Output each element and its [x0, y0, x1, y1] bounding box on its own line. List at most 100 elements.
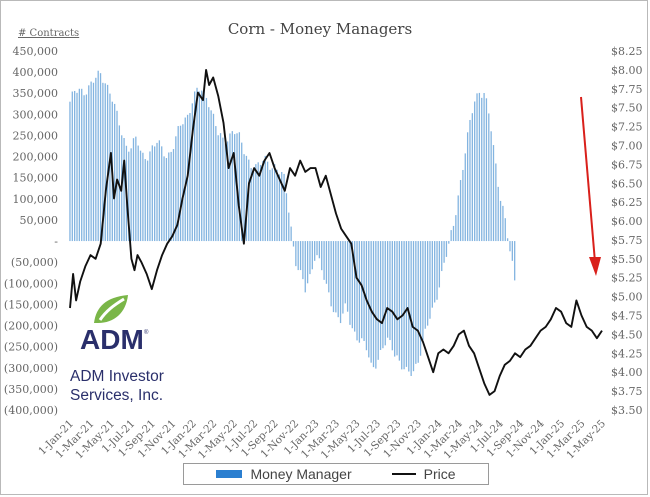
logo-wordmark: ADM [80, 324, 144, 355]
money-manager-bar [415, 241, 417, 364]
money-manager-bar [419, 241, 422, 356]
left-tick-label: 350,000 [13, 87, 59, 100]
money-manager-bar [215, 126, 217, 242]
right-tick-label: $6.25 [611, 196, 643, 209]
money-manager-bar [278, 174, 281, 242]
money-manager-bars [69, 70, 516, 376]
money-manager-bar [412, 241, 415, 372]
legend-label-money-manager: Money Manager [250, 466, 352, 482]
money-manager-bar [459, 180, 462, 242]
money-manager-bar [321, 241, 323, 271]
money-manager-bar [88, 85, 90, 242]
money-manager-bar [391, 241, 393, 351]
money-manager-bar [224, 143, 226, 242]
money-manager-bar [356, 241, 358, 341]
right-tick-label: $7.75 [611, 83, 643, 96]
money-manager-bar [212, 113, 215, 242]
money-manager-bar [177, 126, 179, 242]
chart-legend: Money Manager Price [183, 463, 489, 485]
money-manager-bar [288, 212, 290, 242]
legend-bar-swatch [216, 470, 243, 478]
money-manager-bar [478, 92, 481, 242]
left-tick-label: (200,000) [4, 320, 58, 333]
money-manager-bar [337, 241, 339, 318]
money-manager-bar [78, 88, 81, 242]
left-tick-label: (300,000) [4, 362, 58, 375]
money-manager-bar [295, 241, 297, 267]
money-manager-bar [351, 241, 353, 329]
logo-line-2: Services, Inc. [70, 387, 164, 404]
money-manager-bar [375, 241, 377, 369]
left-tick-label: 450,000 [13, 45, 59, 58]
money-manager-bar [408, 241, 410, 372]
left-tick-label: (350,000) [4, 383, 58, 396]
money-manager-bar [328, 241, 330, 293]
money-manager-bar [377, 241, 379, 360]
left-tick-label: 200,000 [13, 151, 59, 164]
money-manager-bar [504, 218, 506, 242]
money-manager-bar [471, 113, 473, 242]
money-manager-bar [81, 88, 83, 242]
left-axis-label: # Contracts [18, 28, 79, 39]
money-manager-bar [250, 168, 252, 242]
right-tick-label: $6.50 [611, 177, 643, 190]
money-manager-bar [283, 173, 285, 242]
money-manager-bar [476, 93, 478, 242]
right-tick-label: $6.00 [611, 215, 643, 228]
money-manager-bar [257, 162, 259, 242]
money-manager-bar [116, 110, 118, 242]
money-manager-bar [302, 241, 304, 280]
left-tick-label: (250,000) [4, 341, 58, 354]
money-manager-bar [132, 138, 135, 242]
left-tick-label: (150,000) [4, 298, 58, 311]
money-manager-bar [314, 241, 316, 261]
right-tick-label: $4.75 [611, 310, 643, 323]
money-manager-bar [304, 241, 306, 293]
money-manager-bar [443, 241, 445, 263]
right-tick-label: $4.25 [611, 347, 643, 360]
money-manager-bar [457, 195, 459, 242]
money-manager-bar [271, 168, 273, 242]
money-manager-bar [281, 171, 283, 242]
money-manager-bar [71, 91, 73, 242]
money-manager-bar [490, 131, 492, 242]
money-manager-bar [182, 124, 184, 242]
money-manager-bar [137, 145, 139, 242]
money-manager-bar [229, 133, 231, 242]
money-manager-bar [509, 241, 511, 252]
right-tick-label: $3.75 [611, 385, 643, 398]
money-manager-bar [154, 146, 156, 242]
money-manager-bar [264, 155, 266, 242]
money-manager-bar [69, 101, 71, 242]
money-manager-bar [365, 241, 368, 351]
left-tick-label: (100,000) [4, 277, 58, 290]
money-manager-bar [175, 136, 177, 242]
money-manager-bar [191, 103, 193, 242]
money-manager-bar [168, 152, 170, 242]
money-manager-bar [462, 169, 464, 242]
money-manager-bar [483, 93, 485, 242]
money-manager-bar [403, 241, 405, 370]
money-manager-bar [466, 132, 469, 242]
right-tick-label: $8.25 [611, 45, 643, 58]
money-manager-bar [361, 241, 363, 339]
right-tick-label: $5.75 [611, 234, 643, 247]
money-manager-bar [398, 241, 401, 361]
money-manager-bar [208, 107, 210, 242]
money-manager-bar [332, 241, 335, 313]
chart-title: Corn - Money Managers [228, 20, 412, 38]
money-manager-bar [429, 241, 431, 319]
money-manager-bar [95, 77, 97, 242]
money-manager-bar [389, 241, 391, 341]
money-manager-bar [297, 241, 299, 271]
money-manager-bar [306, 241, 309, 284]
money-manager-bar [205, 97, 208, 242]
legend-money-manager: Money Manager [216, 466, 352, 482]
money-manager-bar [179, 125, 182, 242]
money-manager-bar [384, 241, 386, 346]
money-manager-bar [114, 103, 116, 242]
right-axis-ticks: $8.25 $8.00 $7.75 $7.50 $7.25 $7.00 $6.75 $6.50… [611, 45, 643, 417]
legend-line-swatch [391, 473, 416, 475]
money-manager-bar [76, 92, 78, 242]
money-manager-bar [161, 146, 163, 242]
